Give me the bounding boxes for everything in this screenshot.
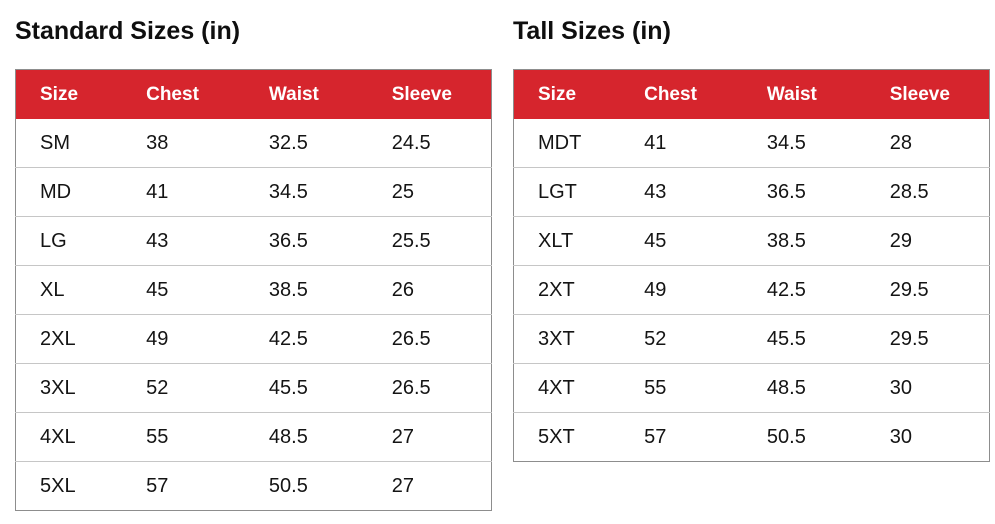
- tall-sizes-body: MDT 41 34.5 28 LGT 43 36.5 28.5 XLT 45 38.5 29 2XT 49…: [513, 119, 990, 462]
- cell-size: XLT: [513, 216, 621, 266]
- cell-chest: 57: [122, 461, 245, 511]
- cell-sleeve: 30: [865, 363, 990, 413]
- column-header-sleeve: Sleeve: [865, 69, 990, 119]
- cell-sleeve: 24.5: [391, 131, 431, 154]
- cell-sleeve: 27: [367, 461, 492, 511]
- tall-sizes-table: Size Chest Waist Sleeve MDT 41 34.5 28 LGT 43…: [513, 69, 990, 462]
- cell-size: 3XL: [15, 363, 123, 413]
- cell-chest: 55: [620, 363, 743, 413]
- cell-sleeve: 26: [367, 265, 492, 315]
- cell-sleeve: 29.5: [865, 314, 990, 364]
- column-header-chest: Chest: [122, 69, 245, 119]
- cell-waist: 34.5: [244, 167, 368, 217]
- standard-sizes-table: Size Chest Waist Sleeve SM 38 32.5 24.5 MD 41…: [15, 69, 492, 511]
- cell-chest: 45: [122, 265, 245, 315]
- column-header-waist: Waist: [244, 69, 368, 119]
- table-row: 4XL 55 48.5 27: [15, 412, 492, 462]
- standard-sizes-body: SM 38 32.5 24.5 MD 41 34.5 25 LG 43 36.5 25.5 XL 45 38…: [15, 119, 492, 511]
- cell-chest: 52: [122, 363, 245, 413]
- column-header-waist: Waist: [742, 69, 866, 119]
- cell-chest: 45: [620, 216, 743, 266]
- cell-sleeve: 27: [367, 412, 492, 462]
- cell-size: 3XT: [513, 314, 621, 364]
- cell-waist: 50.5: [742, 412, 866, 462]
- standard-header-row: Size Chest Waist Sleeve: [15, 69, 492, 119]
- cell-size: MD: [15, 167, 123, 217]
- standard-sizes-title: Standard Sizes (in): [15, 17, 241, 45]
- cell-size: 4XL: [15, 412, 123, 462]
- cell-chest: 43: [122, 216, 245, 266]
- cell-waist: 42.5: [742, 265, 866, 315]
- cell-waist: 48.5: [244, 412, 368, 462]
- cell-waist: 48.5: [742, 363, 866, 413]
- table-row: 2XT 49 42.5 29.5: [513, 265, 990, 315]
- cell-size: 5XT: [513, 412, 621, 462]
- cell-waist: 32.5: [268, 131, 308, 154]
- cell-size: 4XT: [513, 363, 621, 413]
- table-row: XLT 45 38.5 29: [513, 216, 990, 266]
- cell-sleeve: 28: [889, 131, 912, 154]
- cell-waist: 36.5: [742, 167, 866, 217]
- table-row: 5XL 57 50.5 27: [15, 461, 492, 511]
- cell-chest: 52: [620, 314, 743, 364]
- cell-sleeve: 26.5: [367, 363, 492, 413]
- cell-sleeve: 25: [367, 167, 492, 217]
- cell-size: XL: [15, 265, 123, 315]
- cell-chest: 49: [620, 265, 743, 315]
- cell-waist: 34.5: [766, 131, 806, 154]
- cell-size: LG: [15, 216, 123, 266]
- tall-sizes-section: Tall Sizes (in) Size Chest Waist Sleeve …: [513, 16, 990, 511]
- cell-chest: 41: [644, 131, 667, 154]
- cell-sleeve: 29.5: [865, 265, 990, 315]
- cell-size: 5XL: [15, 461, 123, 511]
- cell-chest: 43: [620, 167, 743, 217]
- table-row: MDT 41 34.5 28: [514, 119, 990, 168]
- tall-header-row: Size Chest Waist Sleeve: [513, 69, 990, 119]
- cell-size: SM: [40, 131, 70, 154]
- cell-waist: 38.5: [742, 216, 866, 266]
- cell-chest: 41: [122, 167, 245, 217]
- standard-sizes-section: Standard Sizes (in) Size Chest Waist Sle…: [15, 16, 492, 511]
- cell-chest: 38: [146, 131, 169, 154]
- cell-sleeve: 28.5: [865, 167, 990, 217]
- table-row: 3XT 52 45.5 29.5: [513, 314, 990, 364]
- cell-waist: 42.5: [244, 314, 368, 364]
- cell-waist: 36.5: [244, 216, 368, 266]
- column-header-chest: Chest: [620, 69, 743, 119]
- cell-waist: 50.5: [244, 461, 368, 511]
- table-row: 4XT 55 48.5 30: [513, 363, 990, 413]
- table-row: 3XL 52 45.5 26.5: [15, 363, 492, 413]
- cell-size: 2XL: [15, 314, 123, 364]
- cell-chest: 57: [620, 412, 743, 462]
- cell-sleeve: 29: [865, 216, 990, 266]
- size-charts-page: Standard Sizes (in) Size Chest Waist Sle…: [15, 16, 990, 511]
- column-header-sleeve: Sleeve: [367, 69, 492, 119]
- cell-waist: 38.5: [244, 265, 368, 315]
- cell-sleeve: 25.5: [367, 216, 492, 266]
- column-header-size: Size: [15, 69, 123, 119]
- table-row: 2XL 49 42.5 26.5: [15, 314, 492, 364]
- cell-sleeve: 26.5: [367, 314, 492, 364]
- table-row: SM 38 32.5 24.5: [16, 119, 492, 168]
- cell-chest: 55: [122, 412, 245, 462]
- table-row: LG 43 36.5 25.5: [15, 216, 492, 266]
- cell-chest: 49: [122, 314, 245, 364]
- table-row: MD 41 34.5 25: [15, 167, 492, 217]
- table-row: LGT 43 36.5 28.5: [513, 167, 990, 217]
- cell-waist: 45.5: [244, 363, 368, 413]
- cell-size: 2XT: [513, 265, 621, 315]
- table-row: XL 45 38.5 26: [15, 265, 492, 315]
- cell-waist: 45.5: [742, 314, 866, 364]
- table-row: 5XT 57 50.5 30: [513, 412, 990, 462]
- cell-size: MDT: [538, 131, 582, 154]
- cell-size: LGT: [513, 167, 621, 217]
- tall-sizes-title: Tall Sizes (in): [513, 17, 671, 45]
- column-header-size: Size: [513, 69, 621, 119]
- cell-sleeve: 30: [865, 412, 990, 462]
